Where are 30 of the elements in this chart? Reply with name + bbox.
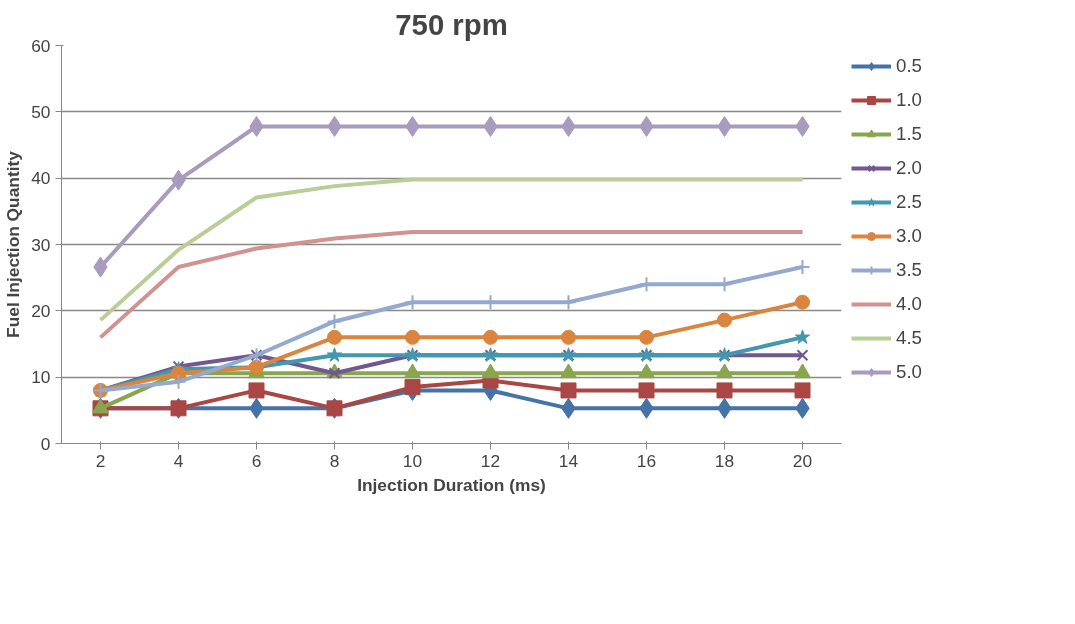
x-tick-label: 12: [480, 450, 501, 471]
legend-label: 1.5: [896, 123, 922, 145]
legend-label: 1.0: [896, 89, 922, 111]
y-tick-label: 30: [31, 234, 51, 255]
legend-label: 4.5: [896, 327, 922, 349]
legend-label: 3.0: [896, 225, 922, 247]
legend-label: 4.0: [896, 293, 922, 315]
x-tick-label: 20: [792, 450, 813, 471]
x-tick-label: 6: [251, 450, 262, 471]
x-tick-label: 18: [714, 450, 735, 471]
y-tick-label: 50: [31, 101, 51, 122]
x-tick-label: 2: [95, 450, 106, 471]
x-tick-label: 14: [558, 450, 579, 471]
y-tick-label: 20: [31, 300, 51, 321]
x-tick-label: 4: [173, 450, 184, 471]
y-tick-label: 10: [31, 367, 51, 388]
y-axis-title: Fuel Injection Quantity: [3, 150, 24, 338]
x-tick-label: 8: [329, 450, 340, 471]
legend-label: 5.0: [896, 361, 922, 383]
x-tick-label: 10: [402, 450, 423, 471]
legend-label: 0.5: [896, 55, 922, 77]
y-tick-label: 40: [31, 168, 51, 189]
x-axis-title: Injection Duration (ms): [357, 474, 546, 495]
legend-label: 2.5: [896, 191, 922, 213]
y-tick-label: 60: [31, 35, 51, 56]
legend-label: 2.0: [896, 157, 922, 179]
x-tick-label: 16: [636, 450, 657, 471]
legend-label: 3.5: [896, 259, 922, 281]
y-tick-label: 0: [40, 433, 51, 454]
chart-title: 750 rpm: [395, 7, 508, 41]
